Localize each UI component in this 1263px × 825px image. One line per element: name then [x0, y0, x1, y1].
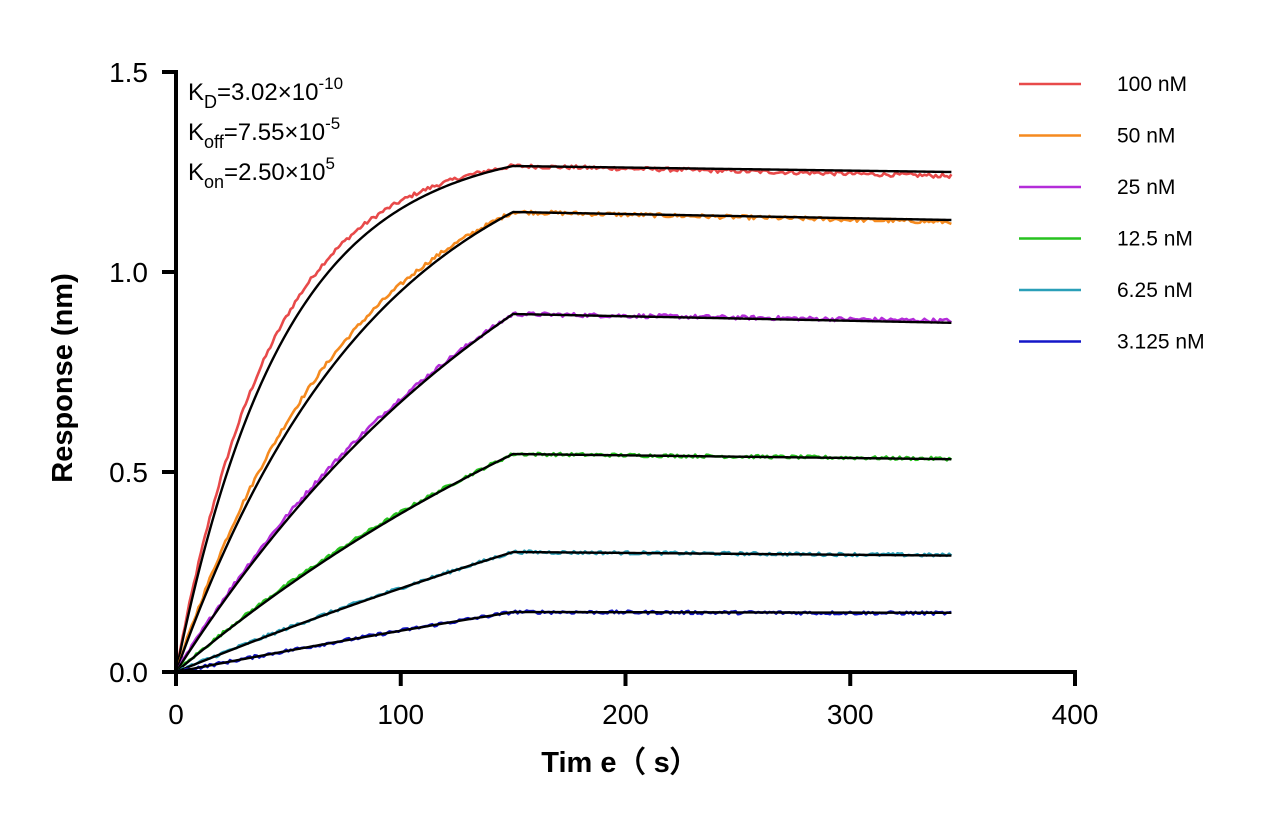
legend-item: 3.125 nM: [1019, 331, 1205, 354]
constant-subscript: off: [204, 132, 225, 152]
constant-value: =7.55×10: [224, 119, 325, 146]
legend-item: 100 nM: [1019, 73, 1187, 96]
series-line-100-nM: [174, 163, 953, 673]
constant-subscript: on: [204, 172, 224, 192]
ticks-layer: 0 100 200 300 400 0.0 0.5 1.0 1.5: [109, 57, 1098, 730]
legend-label: 3.125 nM: [1117, 331, 1205, 354]
x-tick-label: 200: [602, 699, 649, 730]
constant-value: =2.50×10: [224, 159, 325, 186]
fit-line-6_25-nM: [175, 550, 952, 674]
fit-line-50-nM: [174, 210, 952, 673]
legend-label: 6.25 nM: [1117, 279, 1193, 302]
y-tick-label: 0.5: [109, 457, 148, 488]
series-line-50-nM: [174, 209, 952, 673]
fit-line-3_125-nM: [175, 610, 952, 674]
constant-value: =3.02×10: [217, 79, 318, 106]
y-tick-label: 1.0: [109, 257, 148, 288]
legend-label: 50 nM: [1117, 125, 1175, 148]
constant-subscript: D: [204, 92, 217, 112]
y-tick-label: 1.5: [109, 57, 148, 88]
x-axis-title: Tim e（ s）: [541, 746, 698, 779]
x-tick-label: 100: [377, 699, 424, 730]
kinetic-constant-label: Koff=7.55×10-5: [188, 114, 340, 152]
constant-exponent: -5: [325, 114, 340, 133]
constant-symbol: K: [188, 79, 204, 106]
legend-label: 12.5 nM: [1117, 228, 1193, 251]
y-tick-label: 0.0: [109, 657, 148, 688]
constant-symbol: K: [188, 119, 204, 146]
legend-label: 100 nM: [1117, 73, 1187, 96]
fit-line-25-nM: [174, 312, 952, 673]
legend-item: 25 nM: [1019, 176, 1175, 199]
constant-exponent: 5: [325, 154, 334, 173]
legend: 100 nM 50 nM 25 nM 12.5 nM 6.25 nM 3.125 nM: [1019, 73, 1205, 354]
fit-line-100-nM: [174, 164, 952, 673]
series-line-12_5-nM: [175, 451, 953, 673]
legend-item: 50 nM: [1019, 125, 1175, 148]
kinetic-constant-label: Kon=2.50×105: [188, 154, 335, 192]
x-tick-label: 300: [827, 699, 874, 730]
constant-symbol: K: [188, 159, 204, 186]
kinetic-constant-label: KD=3.02×10-10: [188, 74, 343, 112]
series-line-25-nM: [174, 311, 953, 673]
y-axis-title: Response (nm): [47, 273, 79, 482]
legend-item: 12.5 nM: [1019, 228, 1193, 251]
x-tick-label: 400: [1052, 699, 1099, 730]
fit-line-12_5-nM: [175, 452, 952, 673]
x-tick-label: 0: [168, 699, 184, 730]
series-line-3_125-nM: [175, 609, 952, 674]
constant-exponent: -10: [318, 74, 343, 93]
legend-item: 6.25 nM: [1019, 279, 1193, 302]
data-layer: [174, 163, 953, 674]
legend-label: 25 nM: [1117, 176, 1175, 199]
